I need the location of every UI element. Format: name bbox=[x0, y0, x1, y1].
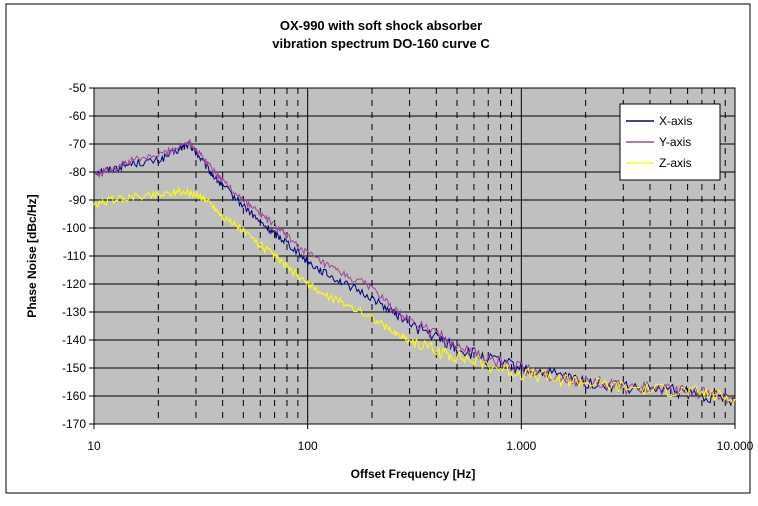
legend-label: X-axis bbox=[659, 114, 692, 128]
y-tick-label: -140 bbox=[62, 333, 86, 347]
y-tick-label: -70 bbox=[69, 137, 87, 151]
x-tick-label: 1.000 bbox=[506, 439, 536, 453]
chart-title-line-2: vibration spectrum DO-160 curve C bbox=[272, 36, 490, 51]
series-layer bbox=[93, 138, 736, 407]
legend: X-axis Y-axis Z-axis bbox=[619, 103, 721, 181]
y-tick-label: -160 bbox=[62, 389, 86, 403]
y-tick-label: -150 bbox=[62, 361, 86, 375]
legend-label: Y-axis bbox=[659, 135, 691, 149]
y-tick-label: -90 bbox=[69, 193, 87, 207]
y-tick-label: -110 bbox=[63, 249, 86, 263]
legend-label: Z-axis bbox=[659, 156, 692, 170]
x-tick-label: 10 bbox=[87, 439, 101, 453]
y-tick-label: -100 bbox=[62, 221, 86, 235]
y-tick-label: -60 bbox=[69, 109, 87, 123]
series-line-z-axis bbox=[93, 186, 736, 407]
y-tick-label: -130 bbox=[62, 305, 86, 319]
x-axis-title: Offset Frequency [Hz] bbox=[351, 467, 476, 481]
y-tick-label: -50 bbox=[69, 81, 87, 95]
x-tick-label: 10.000 bbox=[717, 439, 754, 453]
y-axis-title: Phase Noise [dBc/Hz] bbox=[25, 194, 39, 317]
x-tick-label: 100 bbox=[298, 439, 318, 453]
chart-title-line-1: OX-990 with soft shock absorber bbox=[280, 18, 482, 33]
y-tick-label: -120 bbox=[62, 277, 86, 291]
y-tick-label: -80 bbox=[69, 165, 87, 179]
y-tick-label: -170 bbox=[62, 417, 86, 431]
axis-layer: -50 -60 -70 -80 -90 -100 -110 -120 -130 -140 -150 -… bbox=[62, 81, 754, 453]
